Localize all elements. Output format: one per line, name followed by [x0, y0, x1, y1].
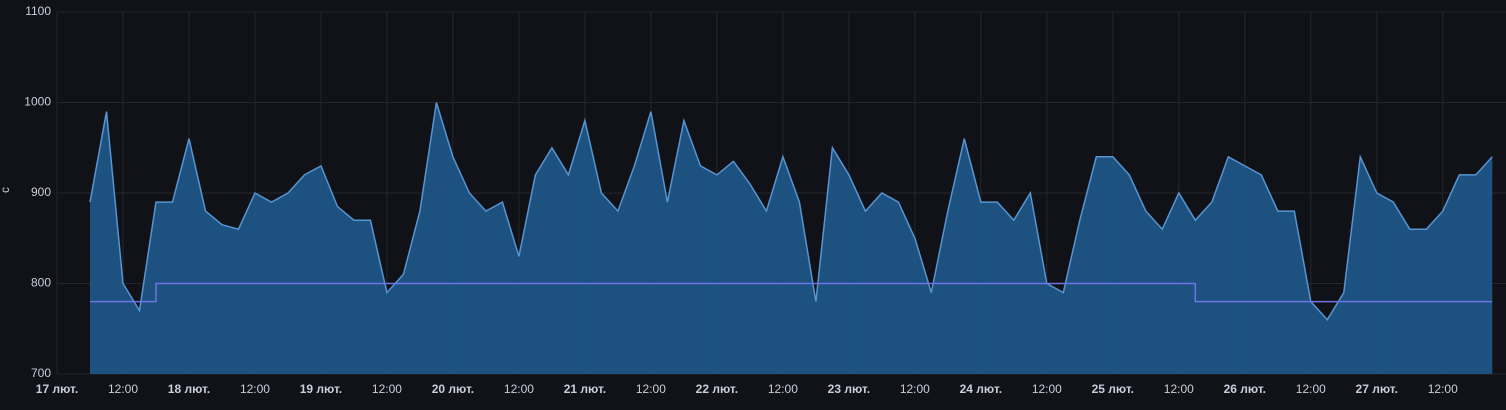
x-tick-label: 12:00	[900, 382, 930, 396]
x-tick-label: 12:00	[504, 382, 534, 396]
x-tick-label: 20 лют.	[432, 382, 474, 396]
x-tick-label: 12:00	[1164, 382, 1194, 396]
y-tick-label: 900	[31, 185, 51, 199]
y-tick-label: 1000	[24, 95, 51, 109]
x-tick-label: 19 лют.	[300, 382, 342, 396]
x-tick-label: 21 лют.	[564, 382, 606, 396]
y-axis-label: с	[0, 187, 12, 193]
x-tick-label: 18 лют.	[168, 382, 210, 396]
y-tick-label: 1100	[25, 4, 51, 18]
x-tick-label: 23 лют.	[828, 382, 870, 396]
series-line	[89, 102, 1493, 321]
y-tick-label: 800	[31, 276, 51, 290]
x-tick-label: 12:00	[108, 382, 138, 396]
x-tick-label: 17 лют.	[36, 382, 78, 396]
x-tick-label: 26 лют.	[1224, 382, 1266, 396]
x-tick-label: 27 лют.	[1356, 382, 1398, 396]
x-tick-label: 12:00	[1428, 382, 1458, 396]
x-tick-label: 12:00	[636, 382, 666, 396]
series-line	[90, 282, 1493, 303]
y-tick-label: 700	[31, 366, 51, 380]
x-tick-label: 24 лют.	[960, 382, 1002, 396]
x-tick-label: 25 лют.	[1092, 382, 1134, 396]
x-tick-label: 12:00	[1032, 382, 1062, 396]
x-tick-label: 12:00	[768, 382, 798, 396]
x-tick-label: 12:00	[1296, 382, 1326, 396]
area-fill	[89, 102, 1493, 374]
x-tick-label: 12:00	[372, 382, 402, 396]
x-tick-label: 12:00	[240, 382, 270, 396]
x-tick-label: 22 лют.	[696, 382, 738, 396]
